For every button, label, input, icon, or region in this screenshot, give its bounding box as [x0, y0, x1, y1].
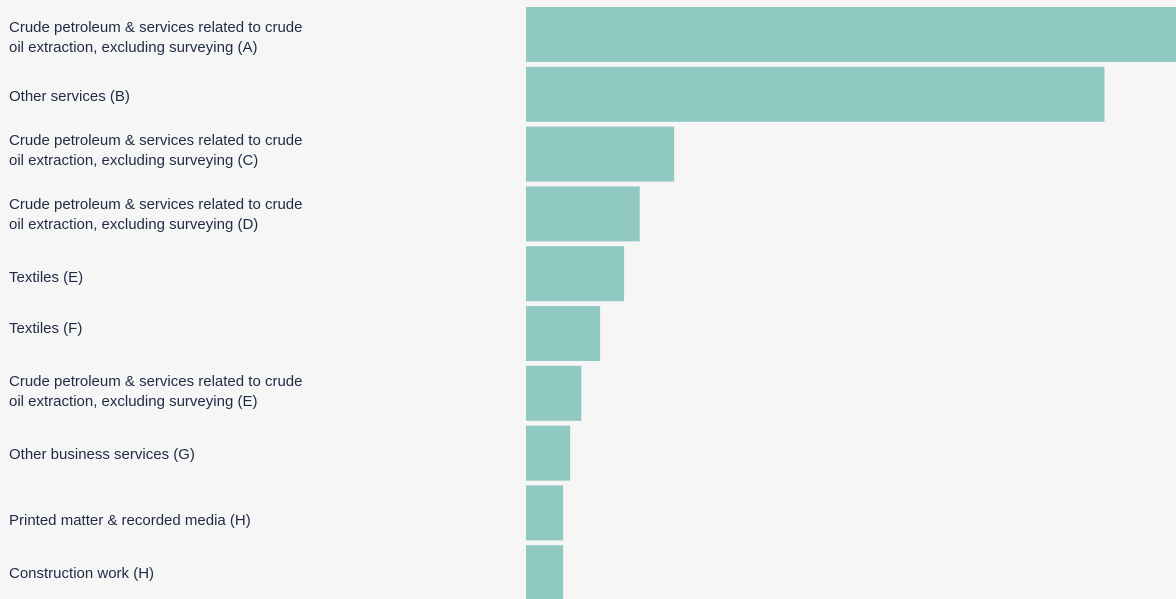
bar-1 — [526, 7, 1176, 62]
bar-2 — [526, 66, 1105, 122]
category-label-10: Construction work (H) — [9, 565, 155, 582]
bar-10 — [526, 545, 564, 599]
category-label-1: Crude petroleum & services related to cr… — [9, 19, 303, 56]
category-label-8: Other business services (G) — [9, 446, 195, 463]
category-label-9: Printed matter & recorded media (H) — [9, 512, 251, 529]
category-label-7: Crude petroleum & services related to cr… — [9, 373, 303, 410]
bar-7 — [526, 365, 582, 421]
bar-8 — [526, 425, 571, 481]
category-label-6: Textiles (F) — [9, 320, 83, 337]
category-label-3: Crude petroleum & services related to cr… — [9, 132, 303, 169]
bar-4 — [526, 186, 640, 242]
category-label-4: Crude petroleum & services related to cr… — [9, 196, 303, 233]
bar-3 — [526, 126, 675, 182]
bar-6 — [526, 306, 601, 361]
category-label-5: Textiles (E) — [9, 269, 84, 286]
bar-5 — [526, 246, 625, 302]
bar-9 — [526, 485, 564, 541]
category-label-2: Other services (B) — [9, 88, 130, 105]
